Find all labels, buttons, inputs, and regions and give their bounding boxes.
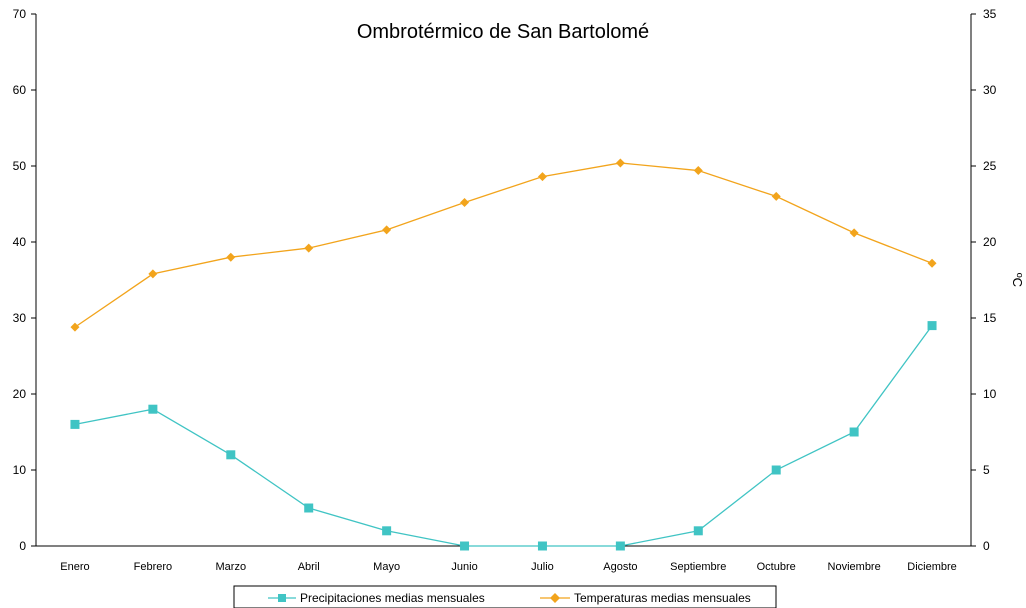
- precipitation-point: [615, 541, 625, 551]
- category-label: Septiembre: [670, 561, 726, 573]
- legend-precipitation-marker: [278, 594, 286, 602]
- temperature-point: [693, 166, 703, 176]
- precipitation-point: [771, 465, 781, 475]
- legend-item-precipitation: Precipitaciones medias mensuales: [268, 591, 485, 605]
- legend-box: [233, 585, 777, 608]
- right-axis-label: ºC: [1010, 273, 1025, 287]
- precipitation-point: [693, 526, 703, 536]
- right-axis-ticks: 0 5 10 15 20 25 30 35: [971, 7, 997, 553]
- category-label: Agosto: [603, 561, 637, 573]
- legend-precipitation-label: Precipitaciones medias mensuales: [300, 591, 485, 605]
- precipitation-point: [927, 321, 937, 331]
- right-tick-label: 25: [983, 159, 997, 173]
- series-layer: [70, 158, 937, 551]
- right-tick-label: 35: [983, 7, 997, 21]
- temperature-point: [927, 258, 937, 268]
- right-tick-label: 30: [983, 83, 997, 97]
- right-tick-label: 10: [983, 387, 997, 401]
- chart-title: Ombrotérmico de San Bartolomé: [357, 21, 649, 43]
- temperature-point: [148, 269, 158, 279]
- temperature-point: [849, 228, 859, 238]
- temperature-point: [537, 172, 547, 182]
- series-line: [74, 325, 933, 547]
- precipitation-point: [70, 419, 80, 429]
- category-label: Febrero: [134, 561, 173, 573]
- temperature-point: [615, 158, 625, 168]
- category-label: Marzo: [216, 561, 247, 573]
- category-label: Enero: [60, 561, 89, 573]
- legend-item-temperature: Temperaturas medias mensuales: [540, 591, 751, 605]
- temperature-point: [70, 322, 80, 332]
- precipitation-point: [304, 503, 314, 513]
- left-tick-label: 50: [13, 159, 27, 173]
- temperature-point: [304, 243, 314, 253]
- category-labels: Enero Febrero Marzo Abril Mayo Junio Julio Agos…: [60, 561, 957, 573]
- temperature-point: [382, 225, 392, 235]
- legend: Precipitaciones medias mensuales Tempera…: [233, 585, 777, 608]
- category-label: Diciembre: [907, 561, 957, 573]
- precipitation-point: [226, 450, 236, 460]
- left-tick-label: 30: [13, 311, 27, 325]
- category-label: Mayo: [373, 561, 400, 573]
- series-temperature: [70, 158, 937, 332]
- category-label: Abril: [298, 561, 320, 573]
- right-tick-label: 5: [983, 463, 990, 477]
- left-tick-label: 20: [13, 387, 27, 401]
- left-tick-label: 40: [13, 235, 27, 249]
- series-line: [74, 162, 933, 328]
- right-tick-label: 20: [983, 235, 997, 249]
- left-tick-label: 10: [13, 463, 27, 477]
- category-label: Octubre: [757, 561, 796, 573]
- left-axis-ticks: 0 10 20 30 40 50 60 70: [13, 7, 36, 553]
- left-tick-label: 0: [19, 539, 26, 553]
- right-tick-label: 0: [983, 539, 990, 553]
- temperature-point: [460, 197, 470, 207]
- left-tick-label: 70: [13, 7, 27, 21]
- category-label: Junio: [451, 561, 477, 573]
- category-label: Noviembre: [828, 561, 881, 573]
- precipitation-point: [537, 541, 547, 551]
- axes: [35, 14, 972, 547]
- series-precipitation: [70, 321, 937, 551]
- precipitation-point: [849, 427, 859, 437]
- precipitation-point: [148, 404, 158, 414]
- temperature-point: [226, 252, 236, 262]
- right-tick-label: 15: [983, 311, 997, 325]
- legend-temperature-label: Temperaturas medias mensuales: [574, 591, 751, 605]
- legend-temperature-marker: [550, 593, 560, 603]
- precipitation-point: [382, 526, 392, 536]
- left-tick-label: 60: [13, 83, 27, 97]
- category-label: Julio: [531, 561, 554, 573]
- precipitation-point: [460, 541, 470, 551]
- temperature-point: [771, 191, 781, 201]
